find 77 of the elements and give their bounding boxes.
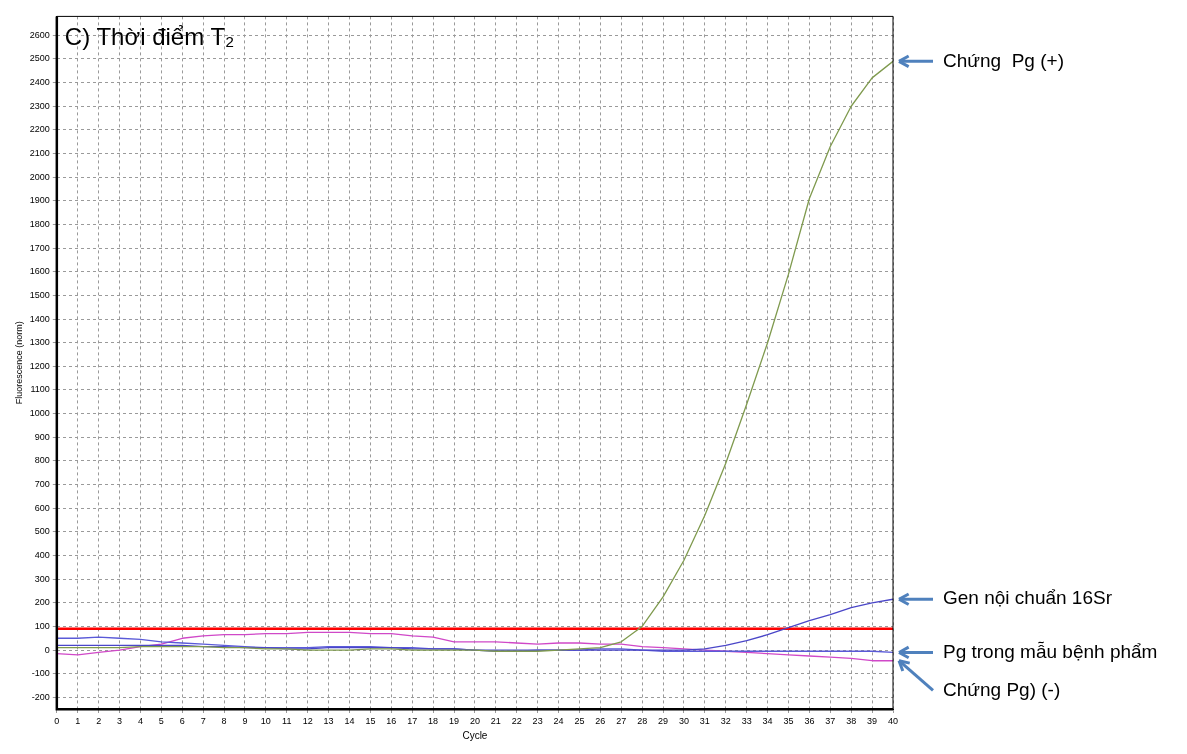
x-tick-label: 17 [407, 716, 418, 727]
y-tick-label: 1200 [29, 360, 50, 371]
x-tick-label: 7 [200, 716, 206, 727]
x-tick-label: 15 [365, 716, 376, 727]
x-tick-label: 30 [678, 716, 689, 727]
x-tick-label: 18 [428, 716, 439, 727]
y-tick-label: 300 [34, 573, 50, 584]
x-tick-label: 8 [221, 716, 227, 727]
x-tick-label: 29 [658, 716, 669, 727]
x-tick-label: 31 [699, 716, 710, 727]
y-tick-label: 1800 [29, 218, 50, 229]
x-tick-label: 23 [532, 716, 543, 727]
x-tick-label: 5 [158, 716, 164, 727]
y-tick-label: 2500 [29, 53, 50, 64]
x-tick-label: 34 [762, 716, 773, 727]
y-tick-label: 1400 [29, 313, 50, 324]
text: Gen nội chuẩn 16Sr [943, 587, 1113, 609]
x-tick-label: 32 [720, 716, 731, 727]
x-tick-label: 1 [75, 716, 81, 727]
y-tick-label: 2300 [29, 100, 50, 111]
y-tick-label: 500 [34, 526, 50, 537]
y-tick-label: 600 [34, 502, 50, 513]
x-tick-label: 12 [302, 716, 313, 727]
y-tick-label: 1900 [29, 195, 50, 206]
x-tick-label: 6 [179, 716, 185, 727]
y-tick-label: 900 [34, 431, 50, 442]
x-tick-label: 27 [616, 716, 627, 727]
y-tick-label: 2100 [29, 148, 50, 159]
x-tick-label: 0 [54, 716, 60, 727]
text: Chứng Pg (+) [943, 49, 1064, 71]
x-tick-label: 24 [553, 716, 564, 727]
text: Chứng Pg) (-) [943, 678, 1061, 700]
x-tick-label: 4 [137, 716, 143, 727]
y-tick-label: 100 [34, 620, 50, 631]
x-axis-title: Cycle [462, 729, 488, 741]
x-tick-label: 21 [490, 716, 501, 727]
x-tick-label: 14 [344, 716, 355, 727]
y-tick-label: 1100 [30, 384, 50, 395]
x-tick-label: 28 [637, 716, 648, 727]
x-tick-label: 13 [323, 716, 334, 727]
x-tick-label: 10 [260, 716, 271, 727]
y-axis-title: Fluorescence (norm) [13, 321, 24, 405]
y-tick-label: -200 [31, 691, 50, 702]
y-tick-label: 1500 [29, 289, 50, 300]
x-tick-label: 20 [469, 716, 480, 727]
x-tick-label: 3 [117, 716, 123, 727]
x-tick-label: 16 [386, 716, 397, 727]
x-tick-label: 38 [846, 716, 857, 727]
y-tick-label: 800 [34, 455, 50, 466]
chart-title: C) Thời điểm T₂ [64, 23, 235, 51]
x-tick-label: 37 [825, 716, 836, 727]
y-tick-label: 2600 [29, 29, 50, 40]
x-tick-label: 25 [574, 716, 585, 727]
x-tick-label: 19 [449, 716, 460, 727]
y-tick-label: -100 [31, 668, 50, 679]
y-tick-label: 1300 [29, 337, 50, 348]
x-tick-label: 39 [867, 716, 878, 727]
y-tick-label: 1700 [29, 242, 50, 253]
x-tick-label: 40 [887, 716, 899, 727]
x-tick-label: 2 [96, 716, 102, 727]
x-tick-label: 36 [804, 716, 815, 727]
y-tick-label: 700 [34, 479, 50, 490]
y-tick-label: 0 [44, 644, 50, 655]
x-tick-label: 22 [511, 716, 522, 727]
y-tick-label: 2400 [29, 77, 50, 88]
x-tick-label: 11 [282, 716, 292, 727]
x-tick-label: 33 [741, 716, 752, 727]
y-tick-label: 1600 [29, 266, 50, 277]
x-tick-label: 35 [783, 716, 794, 727]
text: Pg trong mẫu bệnh phẩm [943, 640, 1158, 662]
x-tick-label: 9 [242, 716, 248, 727]
y-tick-label: 400 [34, 549, 50, 560]
y-tick-label: 1000 [29, 408, 50, 419]
x-tick-label: 26 [595, 716, 606, 727]
y-tick-label: 2200 [29, 124, 50, 135]
y-tick-label: 200 [34, 597, 50, 608]
y-tick-label: 2000 [29, 171, 50, 182]
